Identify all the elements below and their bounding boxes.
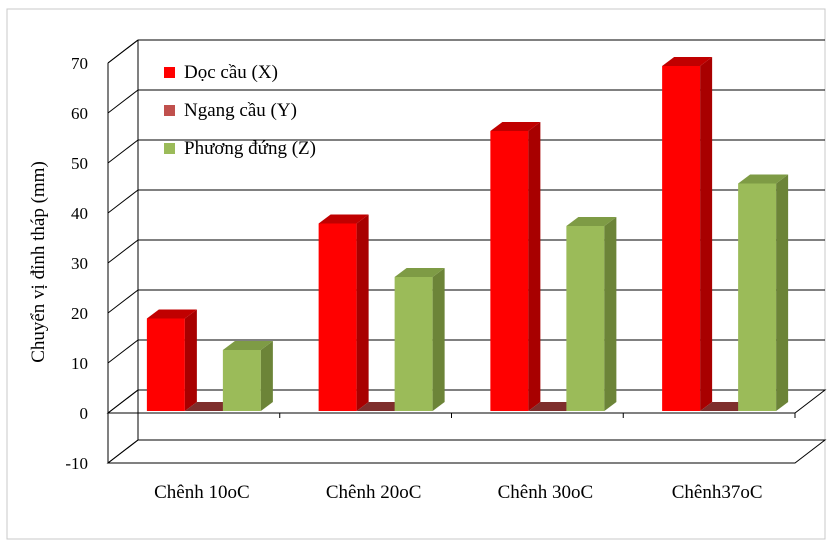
y-tick-label: 40 [71,204,88,223]
y-axis-title: Chuyển vị đỉnh tháp (mm) [28,161,49,363]
y-tick-label: 60 [71,104,88,123]
gridline [107,39,825,64]
legend-label: Ngang cầu (Y) [184,100,297,121]
y-tick-label: -10 [65,454,88,473]
y-tick-label: 50 [71,154,88,173]
legend-item: Dọc cầu (X) [164,62,278,83]
legend-label: Dọc cầu (X) [184,62,278,83]
legend-swatch [164,143,175,154]
y-tick-label: 20 [71,304,88,323]
category-label: Chênh37oC [672,482,763,503]
category-label: Chênh 10oC [154,482,250,503]
bar [700,402,751,411]
y-tick-label: 30 [71,254,88,273]
legend-swatch [164,105,175,116]
zero-plane-outline [106,389,827,414]
bar [566,217,617,411]
y-axis-ticks: -10 0 10 20 30 40 50 60 70 [65,54,88,473]
bar [394,268,445,411]
y-tick-label: 0 [80,404,89,423]
bar [184,402,235,411]
floor-outline [106,439,827,464]
y-tick-label: 70 [71,54,88,73]
bar [318,214,369,411]
category-label: Chênh 20oC [326,482,422,503]
bar [146,309,197,411]
bar [222,341,273,411]
bar [528,402,579,411]
bars [146,57,789,411]
bar [356,402,407,411]
legend-label: Phương đứng (Z) [184,138,316,159]
category-label: Chênh 30oC [498,482,594,503]
legend-swatch [164,67,175,78]
legend-item: Ngang cầu (Y) [164,100,297,121]
bar [738,174,789,411]
bar [490,122,541,411]
bar [662,57,713,411]
legend: Dọc cầu (X) Ngang cầu (Y) Phương đứng (Z) [164,62,316,159]
x-axis-categories: Chênh 10oC Chênh 20oC Chênh 30oC Chênh37oC [154,482,762,503]
plot-floor [106,389,827,464]
legend-item: Phương đứng (Z) [164,138,316,159]
y-tick-label: 10 [71,354,88,373]
